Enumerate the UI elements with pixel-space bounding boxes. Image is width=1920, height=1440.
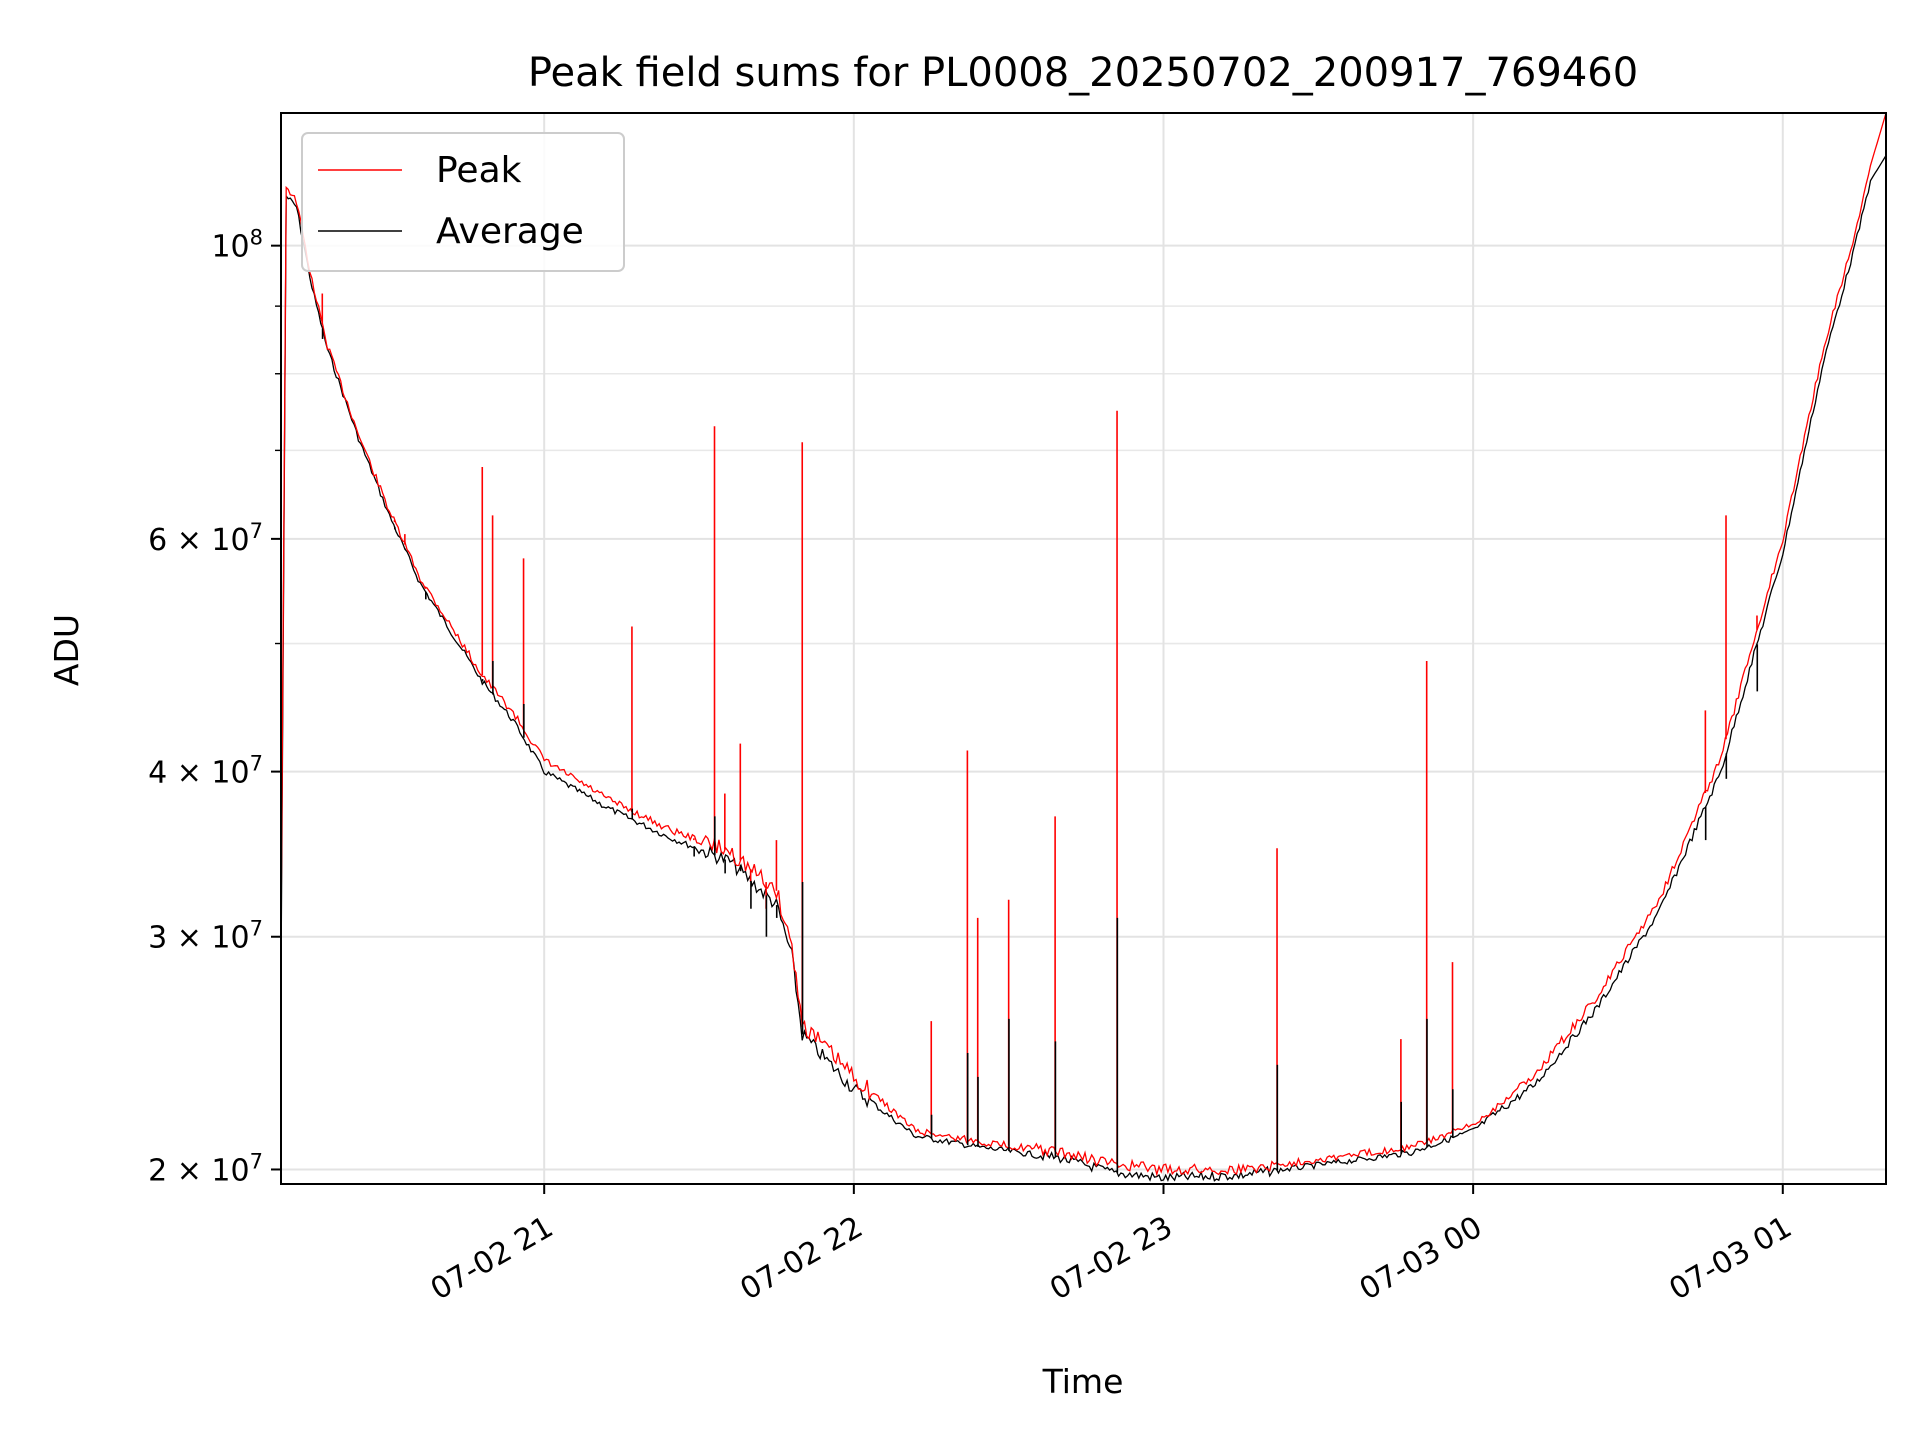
y-axis-title: ADU xyxy=(47,614,86,686)
plot-frame xyxy=(280,112,1887,1185)
legend-label-average: Average xyxy=(436,211,584,252)
series-layer xyxy=(280,112,1887,1182)
y-tick-label: 2 × 107 xyxy=(148,1149,263,1188)
legend: Peak Average xyxy=(301,132,625,272)
y-tick-label: 108 xyxy=(211,226,263,265)
series-line-average xyxy=(280,155,1887,1182)
grid-layer xyxy=(281,113,1886,1184)
legend-box xyxy=(301,132,625,272)
y-tick-label: 6 × 107 xyxy=(148,519,263,558)
chart-title: Peak field sums for PL0008_20250702_2009… xyxy=(528,50,1638,96)
y-tick-label: 3 × 107 xyxy=(148,917,263,956)
y-tick-label: 4 × 107 xyxy=(148,752,263,791)
legend-label-peak: Peak xyxy=(436,150,522,191)
x-axis-title: Time xyxy=(1042,1362,1124,1401)
series-line-peak xyxy=(280,112,1887,1177)
